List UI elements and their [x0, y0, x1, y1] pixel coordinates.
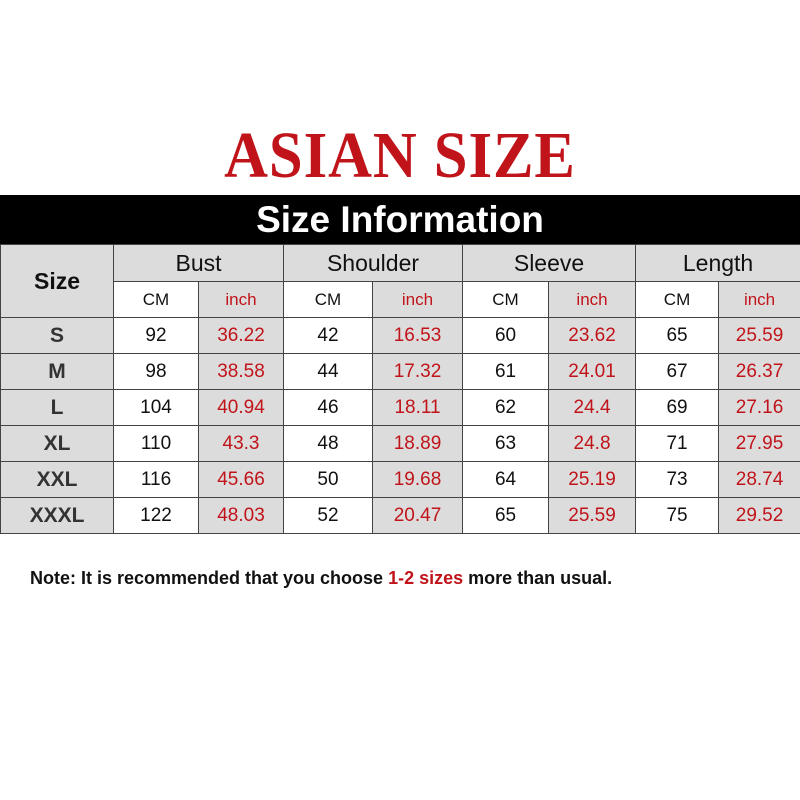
- inch-value: 27.95: [718, 425, 800, 462]
- cm-value: 63: [462, 425, 550, 462]
- size-label: XXXL: [0, 497, 114, 534]
- size-table: Size Bust Shoulder Sleeve Length CM inch C…: [0, 244, 800, 534]
- cm-value: 62: [462, 389, 550, 426]
- inch-value: 24.8: [548, 425, 637, 462]
- unit-cm-header: CM: [462, 281, 550, 318]
- inch-value: 38.58: [198, 353, 284, 390]
- size-label: M: [0, 353, 114, 390]
- inch-value: 24.4: [548, 389, 637, 426]
- length-header: Length: [635, 244, 800, 282]
- cm-value: 71: [635, 425, 720, 462]
- cm-value: 65: [462, 497, 550, 534]
- unit-cm-header: CM: [283, 281, 373, 318]
- shoulder-header: Shoulder: [282, 244, 464, 282]
- cm-value: 44: [283, 353, 373, 390]
- inch-value: 36.22: [198, 317, 284, 354]
- size-label: L: [0, 389, 114, 426]
- unit-inch-header: inch: [548, 281, 637, 318]
- unit-inch-header: inch: [198, 281, 284, 318]
- size-information-banner: Size Information: [0, 195, 800, 244]
- cm-value: 104: [113, 389, 199, 426]
- inch-value: 45.66: [198, 461, 284, 498]
- note-highlight: 1-2 sizes: [388, 568, 464, 588]
- cm-value: 98: [113, 353, 199, 390]
- cm-value: 122: [113, 497, 199, 534]
- cm-value: 42: [283, 317, 373, 354]
- table-row: S 92 36.22 42 16.53 60 23.62 65 25.59: [0, 317, 800, 354]
- cm-value: 116: [113, 461, 199, 498]
- inch-value: 23.62: [548, 317, 637, 354]
- unit-inch-header: inch: [371, 281, 464, 318]
- cm-value: 92: [113, 317, 199, 354]
- cm-value: 61: [462, 353, 550, 390]
- unit-cm-header: CM: [635, 281, 720, 318]
- cm-value: 75: [635, 497, 720, 534]
- inch-value: 43.3: [198, 425, 284, 462]
- cm-value: 64: [462, 461, 550, 498]
- inch-value: 25.59: [718, 317, 800, 354]
- cm-value: 73: [635, 461, 720, 498]
- inch-value: 16.53: [371, 317, 464, 354]
- cm-value: 50: [283, 461, 373, 498]
- table-row: M 98 38.58 44 17.32 61 24.01 67 26.37: [0, 353, 800, 390]
- size-label: XXL: [0, 461, 114, 498]
- cm-value: 65: [635, 317, 720, 354]
- inch-value: 24.01: [548, 353, 637, 390]
- inch-value: 25.19: [548, 461, 637, 498]
- inch-value: 28.74: [718, 461, 800, 498]
- size-note: Note: It is recommended that you choose …: [30, 568, 612, 589]
- cm-value: 48: [283, 425, 373, 462]
- inch-value: 48.03: [198, 497, 284, 534]
- cm-value: 52: [283, 497, 373, 534]
- table-row: XXXL 122 48.03 52 20.47 65 25.59 75 29.52: [0, 497, 800, 534]
- note-text: Note: It is recommended that you choose: [30, 568, 389, 588]
- bust-header: Bust: [113, 244, 284, 282]
- inch-value: 18.89: [371, 425, 464, 462]
- inch-value: 17.32: [371, 353, 464, 390]
- inch-value: 20.47: [371, 497, 464, 534]
- page-title: ASIAN SIZE: [224, 119, 576, 192]
- cm-value: 69: [635, 389, 720, 426]
- table-row: L 104 40.94 46 18.11 62 24.4 69 27.16: [0, 389, 800, 426]
- sleeve-header: Sleeve: [462, 244, 637, 282]
- cm-value: 46: [283, 389, 373, 426]
- inch-value: 18.11: [371, 389, 464, 426]
- inch-value: 26.37: [718, 353, 800, 390]
- inch-value: 40.94: [198, 389, 284, 426]
- size-label: S: [0, 317, 114, 354]
- size-label: XL: [0, 425, 114, 462]
- inch-value: 25.59: [548, 497, 637, 534]
- cm-value: 67: [635, 353, 720, 390]
- cm-value: 60: [462, 317, 550, 354]
- unit-inch-header: inch: [718, 281, 800, 318]
- table-row: XXL 116 45.66 50 19.68 64 25.19 73 28.74: [0, 461, 800, 498]
- size-header: Size: [0, 244, 114, 318]
- note-text-end: more than usual.: [463, 568, 613, 588]
- unit-cm-header: CM: [113, 281, 199, 318]
- inch-value: 29.52: [718, 497, 800, 534]
- cm-value: 110: [113, 425, 199, 462]
- inch-value: 27.16: [718, 389, 800, 426]
- table-row: XL 110 43.3 48 18.89 63 24.8 71 27.95: [0, 425, 800, 462]
- inch-value: 19.68: [371, 461, 464, 498]
